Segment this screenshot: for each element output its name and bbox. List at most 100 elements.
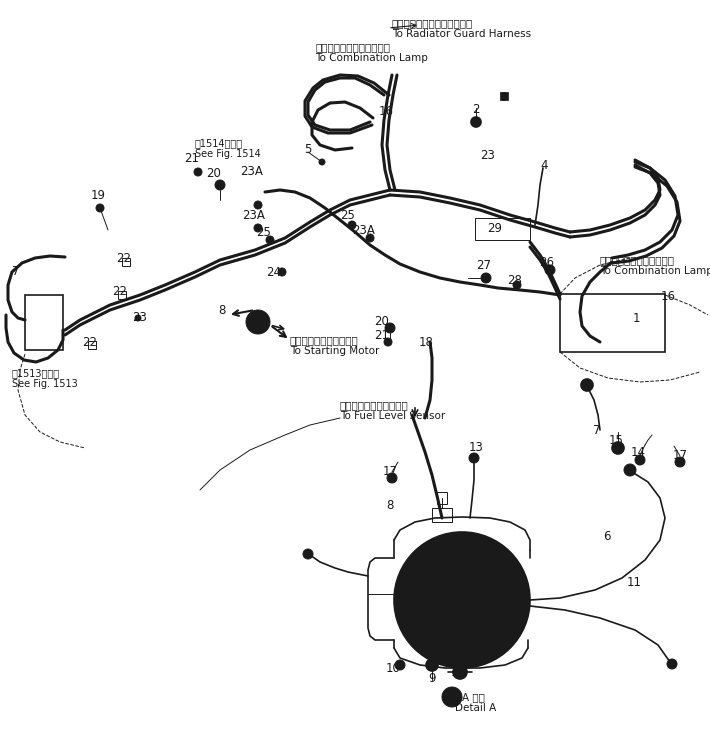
Circle shape — [471, 117, 481, 127]
Circle shape — [246, 310, 270, 334]
Circle shape — [481, 273, 491, 283]
Circle shape — [545, 265, 555, 275]
Text: Detail A: Detail A — [455, 703, 496, 713]
Text: 20: 20 — [375, 314, 390, 327]
Circle shape — [194, 168, 202, 176]
Text: 28: 28 — [508, 273, 523, 286]
Text: 25: 25 — [256, 225, 271, 238]
Bar — [118, 291, 126, 299]
Circle shape — [513, 281, 521, 289]
Circle shape — [624, 464, 636, 476]
Circle shape — [667, 659, 677, 669]
Text: 23: 23 — [133, 311, 148, 324]
Text: ラジエータガードハーネスへ: ラジエータガードハーネスへ — [392, 18, 474, 28]
Circle shape — [394, 532, 530, 668]
Text: 21: 21 — [374, 329, 390, 341]
Text: See Fig. 1514: See Fig. 1514 — [195, 149, 261, 159]
Text: 23: 23 — [481, 149, 496, 162]
Circle shape — [442, 687, 462, 707]
Text: See Fig. 1513: See Fig. 1513 — [12, 379, 78, 389]
Text: スターティングモータへ: スターティングモータへ — [290, 335, 359, 345]
Text: 13: 13 — [469, 440, 484, 453]
Text: 11: 11 — [626, 575, 642, 588]
Text: 19: 19 — [90, 189, 106, 201]
Text: コンビネーションランプへ: コンビネーションランプへ — [315, 42, 390, 52]
Text: A: A — [253, 316, 263, 329]
Text: 18: 18 — [419, 335, 433, 348]
Text: 第1514図参照: 第1514図参照 — [195, 138, 243, 148]
Circle shape — [384, 338, 392, 346]
Bar — [437, 492, 447, 504]
Text: 16: 16 — [660, 289, 675, 303]
Text: 27: 27 — [476, 259, 491, 271]
Text: コンビネーションランプへ: コンビネーションランプへ — [600, 255, 675, 265]
Circle shape — [96, 204, 104, 212]
Text: A: A — [448, 692, 457, 702]
Circle shape — [387, 473, 397, 483]
Text: フェエルレベルセンサへ: フェエルレベルセンサへ — [340, 400, 409, 410]
Circle shape — [254, 224, 262, 232]
Text: 17: 17 — [672, 448, 687, 461]
Circle shape — [612, 442, 624, 454]
Bar — [25, 295, 63, 350]
Circle shape — [366, 234, 374, 242]
Text: 8: 8 — [218, 303, 226, 316]
Text: To Fuel Level Sensor: To Fuel Level Sensor — [340, 411, 445, 421]
Circle shape — [348, 221, 356, 229]
Text: 15: 15 — [608, 434, 623, 446]
Text: To Combination Lamp: To Combination Lamp — [315, 53, 428, 63]
Text: 第1513図参照: 第1513図参照 — [12, 368, 60, 378]
Text: 10: 10 — [386, 661, 400, 674]
Circle shape — [135, 315, 141, 321]
Text: 17: 17 — [383, 464, 398, 477]
Text: 29: 29 — [488, 222, 503, 235]
Text: To Combination Lamp: To Combination Lamp — [600, 266, 710, 276]
Circle shape — [581, 379, 593, 391]
Bar — [432, 508, 452, 522]
Bar — [560, 294, 665, 352]
Text: 2: 2 — [472, 103, 480, 115]
Text: 22: 22 — [112, 284, 128, 297]
Text: To Radiator Guard Harness: To Radiator Guard Harness — [392, 29, 531, 39]
Circle shape — [385, 323, 395, 333]
Text: 21: 21 — [185, 152, 200, 165]
Circle shape — [469, 453, 479, 463]
Circle shape — [266, 236, 274, 244]
Bar — [122, 258, 130, 266]
Text: 23A: 23A — [243, 208, 266, 222]
Bar — [88, 341, 96, 349]
Circle shape — [442, 580, 482, 620]
Text: 7: 7 — [594, 424, 601, 437]
Circle shape — [254, 201, 262, 209]
Text: 6: 6 — [604, 531, 611, 544]
Text: 3: 3 — [501, 90, 508, 104]
Text: A 詳細: A 詳細 — [462, 692, 485, 702]
Text: 8: 8 — [386, 499, 393, 512]
Circle shape — [395, 660, 405, 670]
Circle shape — [453, 665, 467, 679]
Circle shape — [635, 455, 645, 465]
Text: To Starting Motor: To Starting Motor — [290, 346, 379, 356]
Text: 20: 20 — [207, 166, 222, 179]
Circle shape — [420, 558, 504, 642]
Text: A: A — [248, 316, 256, 329]
Circle shape — [426, 659, 438, 671]
Bar — [475, 218, 530, 240]
Text: 14: 14 — [630, 445, 645, 459]
Circle shape — [319, 159, 325, 165]
Text: 23A: 23A — [353, 224, 376, 236]
Text: 22: 22 — [116, 252, 131, 265]
Text: 1: 1 — [632, 311, 640, 324]
Text: 7: 7 — [12, 265, 20, 278]
Text: 22: 22 — [82, 335, 97, 348]
Circle shape — [675, 457, 685, 467]
Bar — [500, 92, 508, 100]
Circle shape — [215, 180, 225, 190]
Text: 26: 26 — [540, 255, 555, 268]
Circle shape — [303, 549, 313, 559]
Text: 12: 12 — [451, 666, 466, 679]
Text: 9: 9 — [428, 671, 436, 685]
Text: 4: 4 — [540, 158, 547, 171]
Text: 5: 5 — [305, 142, 312, 155]
Text: 23A: 23A — [241, 165, 263, 177]
